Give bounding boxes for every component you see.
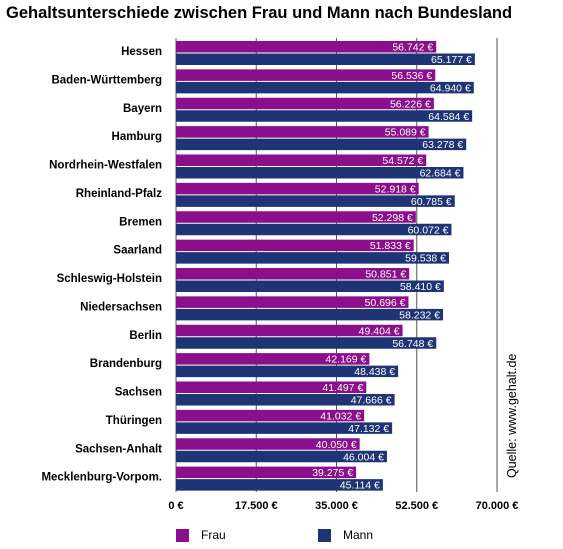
data-label-mann: 47.666 € [351,395,392,407]
bar-mann [176,252,450,264]
data-label-frau: 54.572 € [382,155,423,167]
x-tick-label: 52.500 € [395,500,438,512]
data-label-frau: 39.275 € [312,467,353,479]
x-tick-label: 70.000 € [476,500,519,512]
data-label-mann: 47.132 € [348,423,389,435]
bar-frau [176,69,436,81]
bar-frau [176,438,360,450]
data-label-frau: 52.298 € [372,212,413,224]
data-label-mann: 63.278 € [422,139,463,151]
category-label: Bayern [123,103,162,115]
bar-frau [176,466,357,479]
data-label-frau: 56.226 € [390,98,431,110]
legend-label-mann: Mann [343,528,374,542]
bar-frau [176,239,414,252]
x-tick-label: 0 € [168,500,183,512]
data-label-mann: 60.072 € [408,224,449,236]
bar-mann [176,195,455,207]
data-label-mann: 62.684 € [420,168,461,180]
data-label-mann: 60.785 € [411,196,452,208]
data-label-frau: 56.742 € [392,42,433,54]
legend-swatch-frau [176,528,189,542]
data-label-frau: 40.050 € [316,439,357,451]
bar-mann [176,223,452,236]
bar-frau [176,182,419,195]
category-label: Berlin [129,330,162,342]
category-label: Bremen [119,216,162,228]
category-label: Saarland [113,245,162,257]
data-label-mann: 46.004 € [343,451,384,463]
data-label-mann: 65.177 € [431,54,472,66]
bar-mann [176,110,473,122]
bar-mann [176,53,475,65]
bar-mann [176,280,444,292]
data-label-mann: 64.584 € [428,111,469,123]
bar-frau [176,126,429,138]
data-label-mann: 58.232 € [399,309,440,321]
data-label-frau: 50.851 € [365,269,406,281]
data-label-frau: 41.032 € [320,410,361,422]
bar-mann [176,394,395,406]
bar-frau [176,296,409,308]
bar-mann [176,138,467,151]
data-label-frau: 42.169 € [326,354,367,366]
data-label-frau: 50.696 € [365,297,406,309]
category-label: Baden-Württemberg [51,74,162,86]
source-note: Quelle: www.gehalt.de [505,353,519,478]
bar-mann [176,337,437,349]
data-label-frau: 52.918 € [375,183,416,195]
category-label: Hessen [121,46,162,58]
bar-mann [176,422,393,434]
bar-frau [176,97,434,110]
category-label: Sachsen-Anhalt [75,443,162,455]
category-label: Sachsen [115,387,162,399]
bar-mann [176,167,464,179]
legend-item-mann: Mann [318,528,373,542]
data-label-frau: 41.497 € [322,382,363,394]
bar-frau [176,268,410,280]
bar-mann [176,308,444,321]
bar-mann [176,479,383,491]
category-label: Rheinland-Pfalz [76,188,163,200]
bar-frau [176,409,365,422]
bar-frau [176,41,437,53]
data-label-mann: 58.410 € [400,281,441,293]
legend-swatch-mann [318,528,331,542]
data-label-frau: 51.833 € [370,240,411,252]
bar-frau [176,211,416,223]
category-label: Schleswig-Holstein [57,273,162,285]
category-label: Brandenburg [90,358,162,370]
data-label-mann: 48.438 € [354,366,395,378]
category-label: Niedersachsen [80,301,162,313]
data-label-mann: 64.940 € [430,82,471,94]
legend-label-frau: Frau [201,528,226,542]
category-label: Mecklenburg-Vorpom. [41,472,162,484]
bar-frau [176,154,427,166]
data-label-mann: 45.114 € [340,480,380,492]
chart-title: Gehaltsunterschiede zwischen Frau und Ma… [6,4,513,22]
data-label-frau: 49.404 € [359,325,400,337]
bar-frau [176,381,367,393]
category-label: Hamburg [112,131,162,143]
data-label-frau: 56.536 € [391,70,432,82]
legend-item-frau: Frau [176,528,226,542]
bar-mann [176,81,474,94]
data-label-mann: 56.748 € [392,338,433,350]
bar-frau [176,324,403,337]
x-tick-label: 35.000 € [315,500,358,512]
bar-frau [176,353,370,365]
bar-mann [176,365,399,378]
data-label-mann: 59.538 € [405,253,446,265]
category-label: Thüringen [106,415,162,427]
data-label-frau: 55.089 € [385,127,426,139]
bar-mann [176,450,387,463]
x-tick-label: 17.500 € [235,500,278,512]
category-label: Nordrhein-Westfalen [49,160,162,172]
